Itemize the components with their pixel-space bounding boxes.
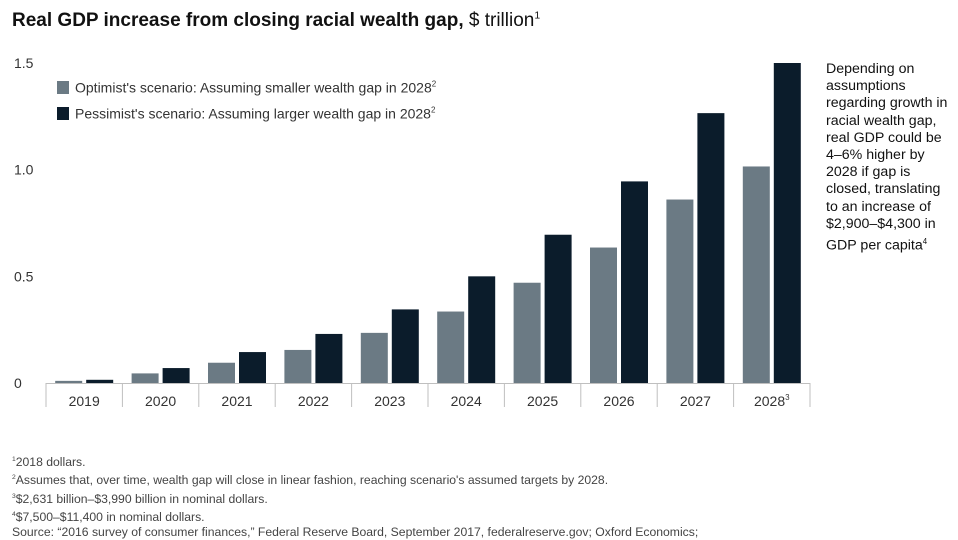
chart-title-footnote-mark: 1 <box>534 10 541 22</box>
chart-title-unit: $ trillion <box>468 10 535 31</box>
chart-annotation: Depending on assumptions regarding growt… <box>826 61 956 255</box>
footnote-4: 4$7,500–$11,400 in nominal dollars. <box>12 507 698 525</box>
bar-optimist <box>742 166 770 383</box>
x-tick-label: 2024 <box>451 393 482 409</box>
bar-optimist <box>590 247 617 383</box>
legend: Optimist's scenario: Assuming smaller we… <box>57 80 437 122</box>
chart-title-main: Real GDP increase from closing racial we… <box>12 10 464 31</box>
annotation-text: Depending on assumptions regarding growt… <box>826 61 948 254</box>
bar-pessimist <box>697 113 725 383</box>
annotation-footnote-mark: 4 <box>922 237 928 247</box>
y-tick-label: 0 <box>14 375 22 391</box>
legend-swatch-optimist <box>57 81 69 94</box>
legend-footnote-mark: 2 <box>431 106 436 115</box>
bar-optimist <box>208 362 235 383</box>
y-tick-label: 1.5 <box>14 55 34 71</box>
bar-optimist <box>55 380 83 383</box>
footnote-2: 2Assumes that, over time, wealth gap wil… <box>12 470 698 488</box>
bar-optimist <box>437 311 465 383</box>
legend-label-optimist: Optimist's scenario: Assuming smaller we… <box>75 80 437 96</box>
bar-pessimist <box>391 309 419 383</box>
bar-pessimist <box>468 276 496 383</box>
footnote-mark: 2 <box>12 474 16 482</box>
y-axis: 0 0.5 1.0 1.5 <box>14 55 34 391</box>
footnote-text: $7,500–$11,400 in nominal dollars. <box>15 509 205 524</box>
bar-pessimist <box>544 234 572 383</box>
x-tick-label: 2020 <box>145 393 176 409</box>
bar-pessimist <box>239 352 266 383</box>
x-axis: 2019 2020 2021 2022 2023 2024 2025 2026 2027 2028… <box>45 383 811 409</box>
footnote-mark: 3 <box>12 492 16 500</box>
footnote-text: Assumes that, over time, wealth gap will… <box>15 473 609 488</box>
bar-optimist <box>666 199 694 383</box>
footnote-mark: 1 <box>12 456 16 463</box>
legend-footnote-mark: 2 <box>432 80 437 89</box>
x-tick-label: 2021 <box>221 393 252 409</box>
bar-optimist <box>284 349 312 383</box>
x-tick-label: 2022 <box>298 393 329 409</box>
x-tick-label: 2027 <box>680 393 711 409</box>
footnote-1: 12018 dollars. <box>12 452 698 470</box>
x-tick-footnote-mark: 3 <box>785 393 790 402</box>
x-tick-label: 2019 <box>69 393 100 409</box>
bar-optimist <box>131 373 159 383</box>
footnote-3: 3$2,631 billion–$3,990 billion in nomina… <box>12 489 698 507</box>
source-note: Source: “2016 survey of consumer finance… <box>12 525 699 540</box>
bar-pessimist <box>773 63 801 383</box>
bar-optimist <box>513 282 541 383</box>
bar-pessimist <box>315 333 343 383</box>
bar-pessimist <box>621 181 648 383</box>
y-tick-label: 1.0 <box>14 162 34 178</box>
x-tick-label: 20283 <box>754 393 790 409</box>
x-tick-label: 2026 <box>603 393 634 409</box>
legend-label-pessimist: Pessimist's scenario: Assuming larger we… <box>75 106 436 122</box>
bar-optimist <box>360 332 388 383</box>
bar-pessimist <box>162 368 190 383</box>
footnotes: 12018 dollars. 2Assumes that, over time,… <box>12 452 698 540</box>
footnote-mark: 4 <box>12 510 16 518</box>
x-tick-label: 2023 <box>374 393 405 409</box>
footnote-text: $2,631 billion–$3,990 billion in nominal… <box>15 491 268 506</box>
x-tick-label: 2025 <box>527 393 558 409</box>
legend-swatch-pessimist <box>57 107 69 120</box>
bar-pessimist <box>86 379 114 383</box>
y-tick-label: 0.5 <box>14 268 34 284</box>
footnote-text: 2018 dollars. <box>15 455 86 470</box>
bar-group <box>55 63 801 383</box>
chart-title: Real GDP increase from closing racial we… <box>12 10 540 32</box>
